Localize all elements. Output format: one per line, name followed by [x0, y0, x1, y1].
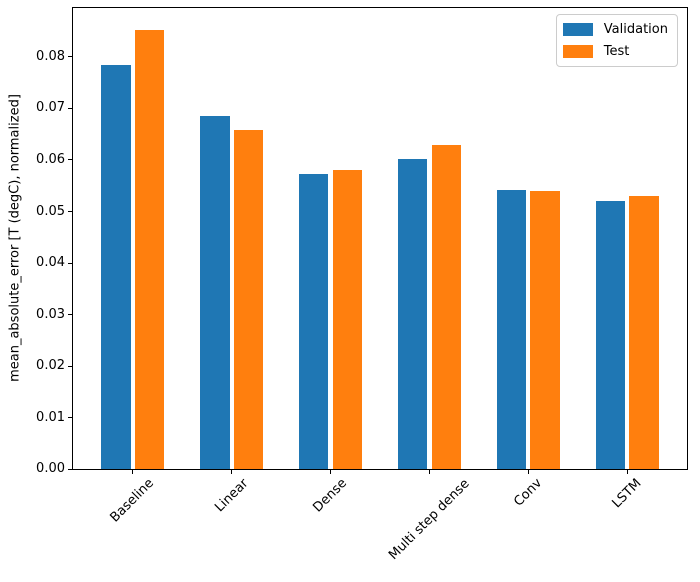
bar-test-dense: [332, 169, 363, 469]
bar-test-conv: [530, 190, 561, 469]
y-tick-label-0.08: 0.08: [36, 48, 65, 64]
x-tick-mark-multi-step-dense: [429, 470, 430, 474]
plot-area: Validation Test: [72, 7, 688, 470]
x-tick-label-multi-step-dense: Multi step dense: [386, 475, 473, 563]
y-tick-mark-0.05: [68, 211, 72, 212]
x-tick-mark-linear: [231, 470, 232, 474]
x-tick-label-lstm: LSTM: [609, 476, 645, 512]
y-tick-mark-0.03: [68, 314, 72, 315]
x-tick-mark-baseline: [132, 470, 134, 474]
y-tick-label-0.05: 0.05: [36, 203, 65, 219]
y-tick-label-0.00: 0.00: [36, 461, 65, 476]
bar-validation-linear: [199, 115, 230, 469]
y-tick-mark-0.00: [68, 468, 72, 470]
y-tick-label-0.01: 0.01: [36, 409, 65, 425]
legend-entry-validation: Validation: [562, 20, 668, 39]
y-tick-label-0.02: 0.02: [36, 358, 65, 373]
x-tick-mark-dense: [330, 470, 331, 474]
x-tick-mark-conv: [528, 470, 529, 474]
y-tick-mark-0.07: [68, 107, 72, 109]
bar-test-baseline: [134, 30, 165, 469]
bar-validation-multi-step-dense: [397, 159, 428, 469]
x-tick-label-linear: Linear: [211, 475, 251, 516]
y-axis-label: mean_absolute_error [T (degC), normalize…: [7, 94, 23, 382]
legend: Validation Test: [555, 14, 678, 67]
legend-entry-test: Test: [562, 42, 668, 61]
bar-validation-baseline: [100, 64, 131, 469]
y-tick-mark-0.02: [68, 365, 72, 367]
bar-test-multi-step-dense: [431, 144, 462, 469]
y-tick-label-0.03: 0.03: [36, 306, 65, 322]
y-tick-label-0.06: 0.06: [36, 151, 65, 167]
x-tick-label-conv: Conv: [511, 475, 546, 510]
bar-test-linear: [233, 129, 264, 469]
bar-validation-dense: [298, 174, 329, 469]
y-tick-label-0.04: 0.04: [36, 255, 65, 270]
legend-swatch-validation: [562, 23, 593, 36]
legend-label-test: Test: [603, 43, 630, 59]
y-tick-mark-0.01: [68, 417, 72, 418]
y-tick-mark-0.04: [68, 262, 72, 264]
legend-swatch-test: [562, 45, 593, 58]
y-tick-mark-0.06: [68, 159, 72, 161]
bar-validation-lstm: [595, 201, 626, 469]
bar-test-lstm: [629, 195, 660, 469]
x-tick-label-baseline: Baseline: [107, 475, 158, 526]
x-tick-label-dense: Dense: [310, 476, 350, 516]
legend-label-validation: Validation: [603, 21, 668, 37]
bar-validation-conv: [496, 189, 527, 469]
x-tick-mark-lstm: [626, 470, 628, 474]
y-tick-label-0.07: 0.07: [36, 100, 65, 116]
y-tick-mark-0.08: [68, 56, 72, 58]
